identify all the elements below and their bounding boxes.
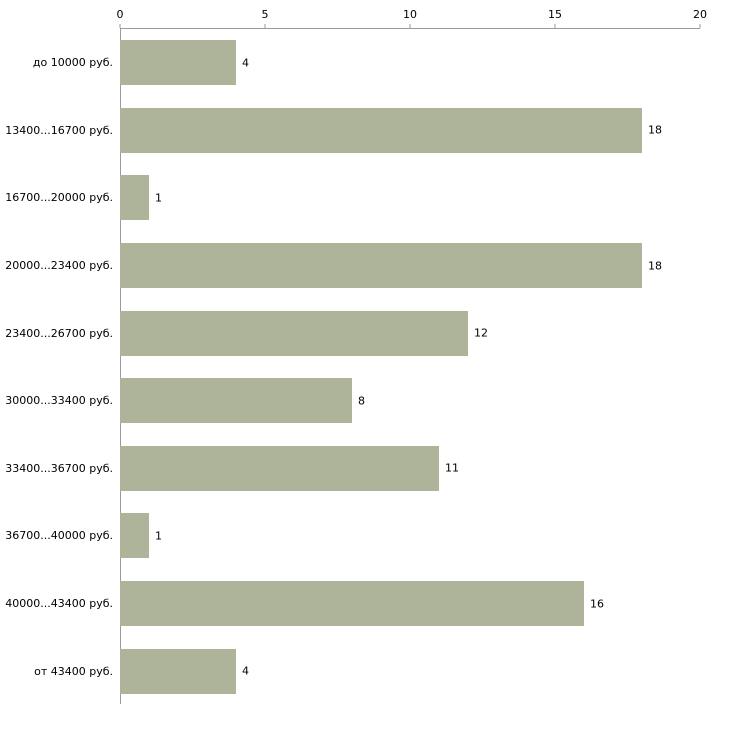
value-label: 4 [242,56,249,70]
value-label: 1 [155,529,162,543]
category-label: 23400...26700 руб. [5,326,113,340]
chart-row: 33400...36700 руб. 11 [0,435,730,503]
value-label: 1 [155,191,162,205]
chart-row: 40000...43400 руб. 16 [0,570,730,638]
x-axis-tick [264,24,266,28]
category-label: 40000...43400 руб. [5,597,113,611]
chart-row: 36700...40000 руб. 1 [0,502,730,570]
chart-row: 30000...33400 руб. 8 [0,367,730,435]
bar [120,445,439,491]
bar [120,378,352,424]
x-axis-tick-label: 20 [693,8,707,21]
x-axis-tick-label: 10 [403,8,417,21]
value-label: 16 [590,597,604,611]
bar [120,581,584,627]
x-axis-tick-label: 15 [548,8,562,21]
category-label: от 43400 руб. [34,664,113,678]
y-axis-line [120,28,121,704]
value-label: 11 [445,461,459,475]
category-label: 36700...40000 руб. [5,529,113,543]
chart-row: от 43400 руб. 4 [0,637,730,705]
category-label: 33400...36700 руб. [5,461,113,475]
x-axis-tick [699,24,701,28]
category-label: 30000...33400 руб. [5,394,113,408]
chart-row: 13400...16700 руб. 18 [0,97,730,165]
value-label: 18 [648,259,662,273]
bar [120,310,468,356]
category-label: до 10000 руб. [32,56,113,70]
category-label: 20000...23400 руб. [5,259,113,273]
x-axis: 0 5 10 15 20 [116,0,707,29]
category-label: 16700...20000 руб. [5,191,113,205]
bar [120,175,149,221]
bar [120,107,642,153]
chart-row: 16700...20000 руб. 1 [0,164,730,232]
bar [120,40,236,86]
x-axis-tick [409,24,411,28]
x-axis-tick [119,24,121,28]
x-axis-tick-label: 5 [261,8,269,21]
chart-row: до 10000 руб. 4 [0,29,730,97]
chart-row: 23400...26700 руб. 12 [0,299,730,367]
x-axis-tick-label: 0 [116,8,124,21]
value-label: 18 [648,123,662,137]
bar [120,648,236,694]
value-label: 12 [474,326,488,340]
bar [120,513,149,559]
x-axis-tick [554,24,556,28]
category-label: 13400...16700 руб. [5,123,113,137]
value-label: 4 [242,664,249,678]
chart-plot-area: до 10000 руб. 4 13400...16700 руб. 18 16700.… [0,29,730,705]
chart-row: 20000...23400 руб. 18 [0,232,730,300]
bar [120,243,642,289]
value-label: 8 [358,394,365,408]
